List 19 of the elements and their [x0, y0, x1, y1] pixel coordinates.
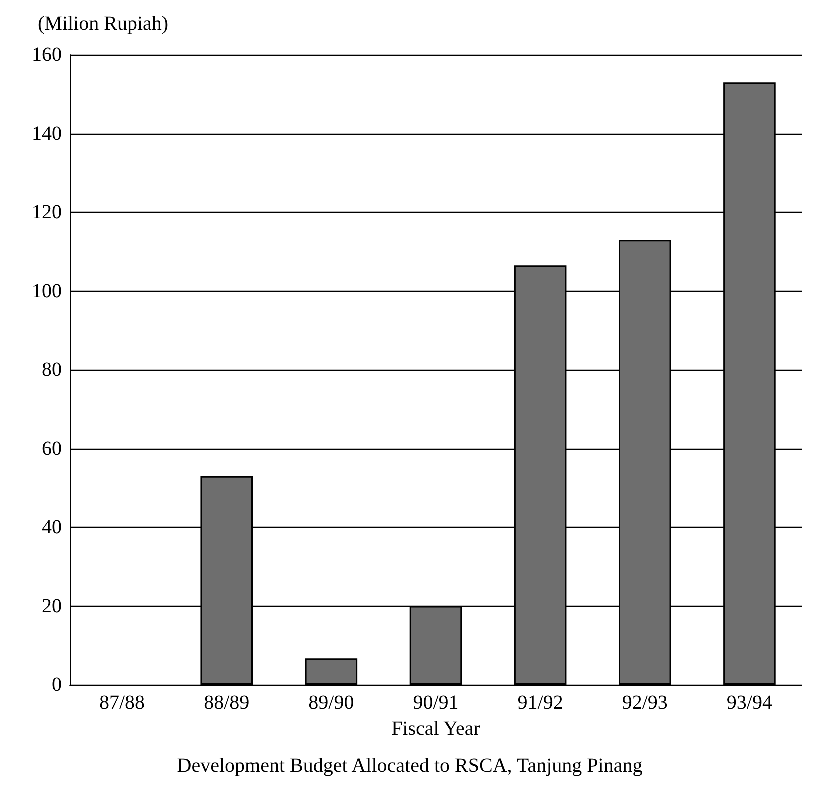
y-tick-label: 160 — [32, 44, 62, 66]
x-tick-label: 89/90 — [308, 692, 354, 714]
x-axis-title: Fiscal Year — [392, 718, 481, 740]
x-tick-label: 92/93 — [622, 692, 668, 714]
y-tick-label: 20 — [42, 595, 62, 618]
y-tick-label: 60 — [42, 438, 62, 460]
y-tick-label: 120 — [32, 202, 62, 224]
y-axis-title: (Milion Rupiah) — [38, 13, 169, 35]
y-tick-label: 140 — [32, 122, 62, 145]
text: Development Budget Allocated to RSCA, Tanjung Pinang — [177, 755, 643, 777]
x-tick-label: 87/88 — [100, 692, 146, 714]
x-tick-label: 91/92 — [518, 692, 564, 714]
y-tick-label: 80 — [42, 359, 62, 381]
x-tick-label: 90/91 — [413, 692, 459, 714]
y-tick-label: 0 — [52, 674, 62, 696]
y-tick-label: 100 — [32, 280, 62, 302]
x-tick-label: 93/94 — [726, 692, 772, 714]
x-tick-label: 88/89 — [204, 692, 250, 714]
y-tick-label: 40 — [42, 516, 62, 538]
